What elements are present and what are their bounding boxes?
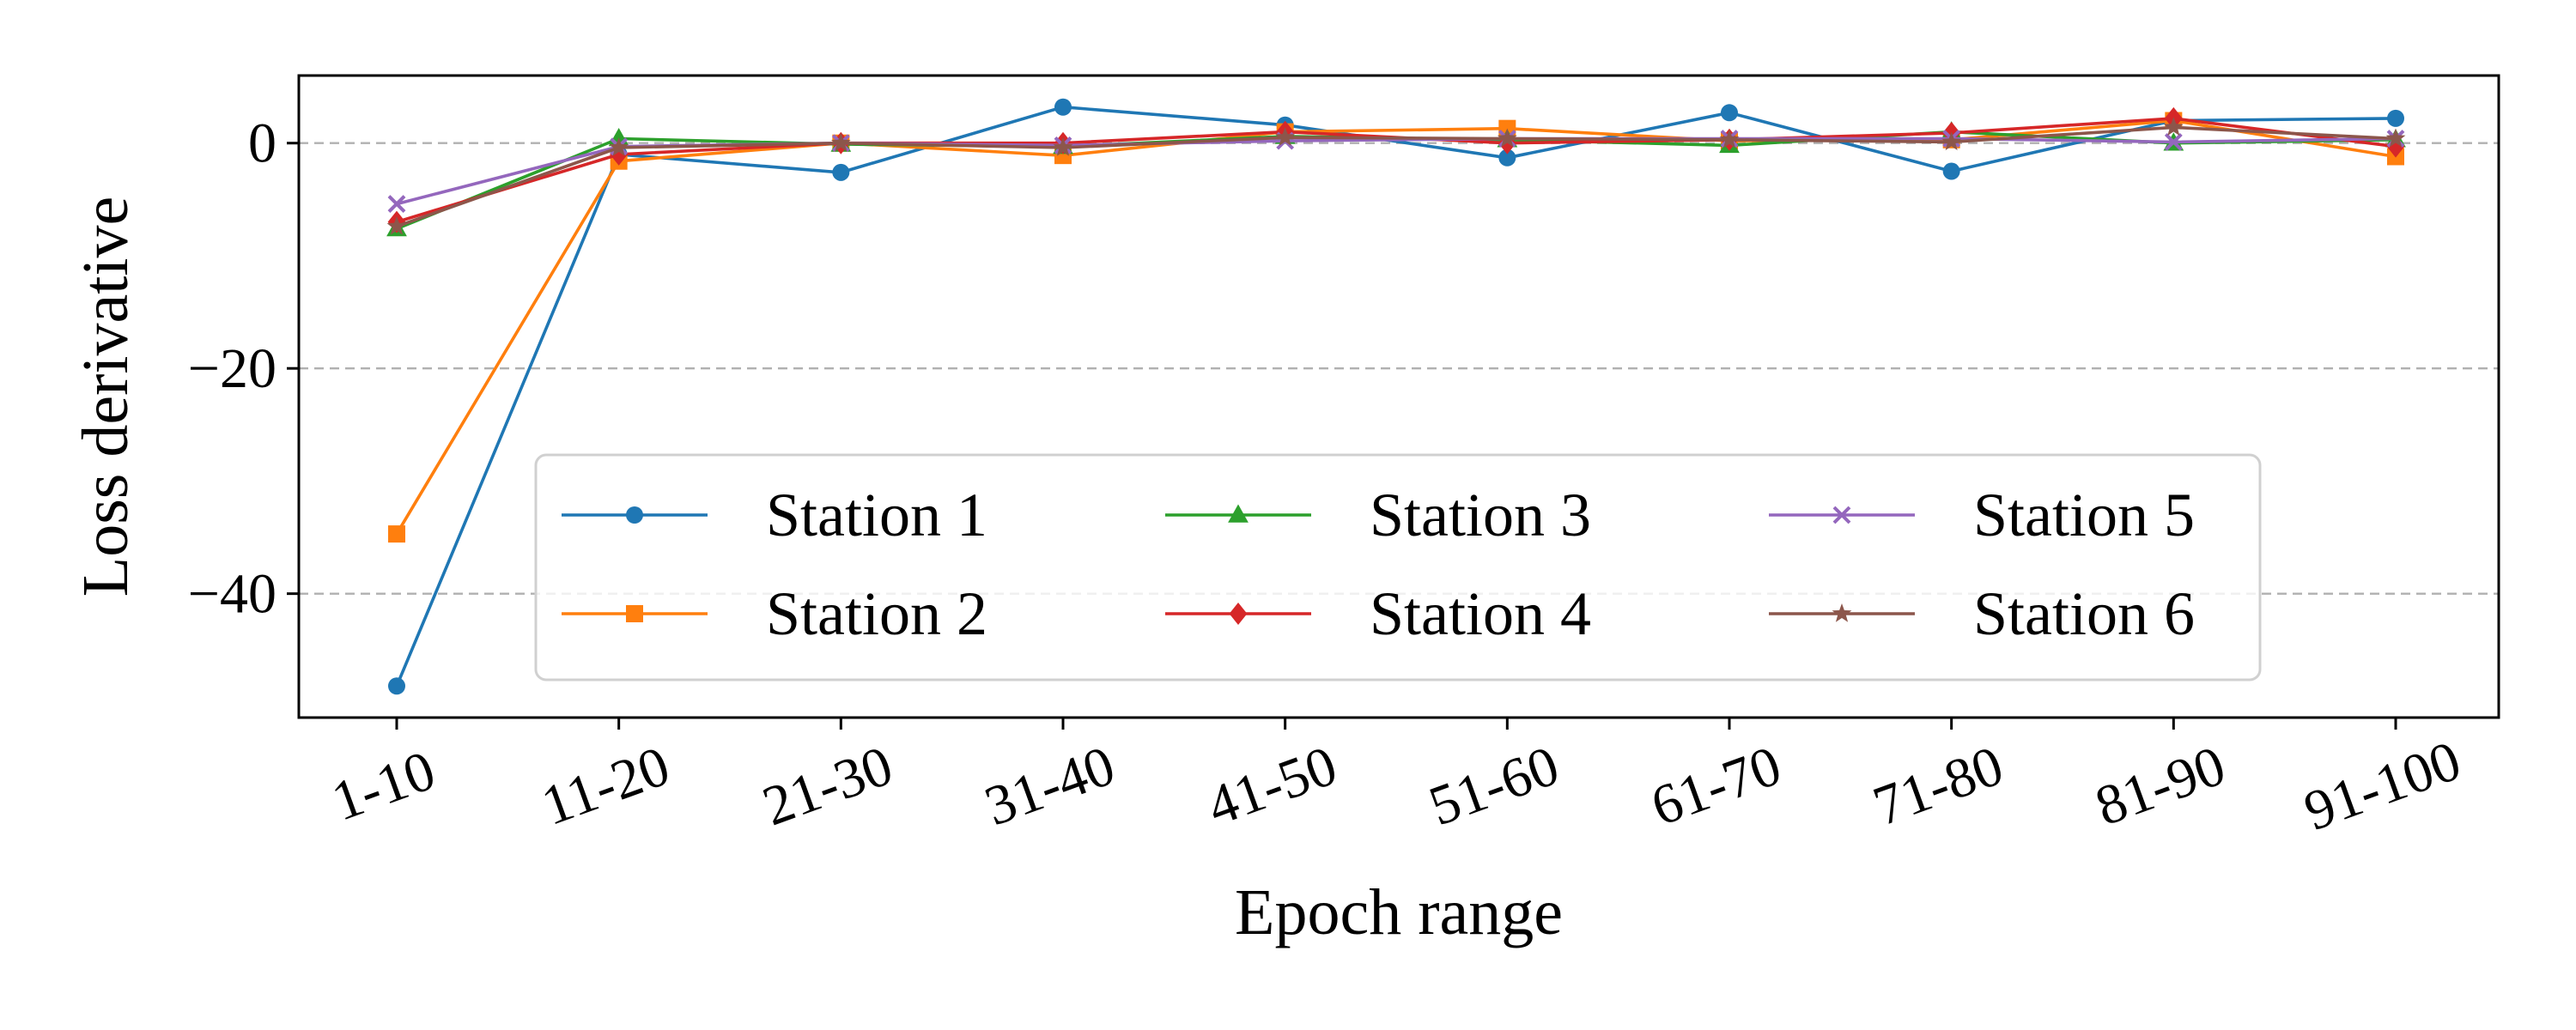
data-point [1498,148,1516,167]
legend-label: Station 4 [1370,579,1591,648]
x-tick-label: 31-40 [977,734,1123,838]
legend-label: Station 2 [766,579,987,648]
x-tick-label: 71-80 [1865,734,2011,838]
data-point [1719,129,1740,148]
x-tick-label: 91-100 [2296,730,2469,844]
data-point [1053,137,1073,156]
series-line [395,105,2397,687]
data-point [1942,162,1960,180]
legend-swatch-marker [1832,603,1852,622]
data-point [2164,133,2183,151]
x-tick-label: 51-60 [1421,734,1567,838]
data-point [1497,128,1517,148]
data-point [388,525,405,543]
legend-swatch-marker [626,506,643,524]
legend-swatch-marker [1228,504,1249,523]
legend-entry: Station 6 [1769,579,2195,648]
legend-box [534,453,2262,682]
y-tick-label: −40 [188,563,276,626]
series-line [395,118,2397,536]
legend-entry: Station 3 [1165,481,1591,549]
data-point [830,132,851,152]
x-tick-label: 81-90 [2087,734,2233,838]
data-point [2163,117,2184,136]
data-point [1054,98,1072,116]
data-point [832,163,850,181]
legend-entry: Station 2 [562,579,987,648]
data-point [386,215,407,235]
legend-label: Station 6 [1973,579,2195,648]
plot-frame [297,74,2500,719]
x-tick-label: 41-50 [1199,734,1345,838]
legend-entry: Station 5 [1769,481,2195,549]
data-point [2385,128,2406,148]
x-tick-label: 1-10 [324,739,443,833]
legend-swatch-marker [1229,603,1248,625]
x-axis-title: Epoch range [1235,876,1563,948]
data-point [2387,109,2404,127]
x-tick-label: 11-20 [534,735,677,838]
series-6 [386,117,2406,235]
legend-entry: Station 1 [562,481,987,549]
data-point [609,137,629,156]
data-point [1941,131,1962,151]
legend-label: Station 1 [766,481,987,549]
y-tick-label: 0 [248,112,276,175]
data-point [387,195,406,214]
series-lines [386,98,2406,695]
series-line [396,125,2397,228]
y-axis-title: Loss derivative [70,197,142,597]
y-tick-label: −20 [188,337,276,400]
legend-swatch-marker [626,605,643,622]
legend-label: Station 5 [1973,481,2195,549]
legend-label: Station 3 [1370,481,1591,549]
x-tick-label: 21-30 [755,734,901,838]
data-point [1275,127,1296,146]
legend-swatch-marker [1832,506,1851,524]
data-point [1721,104,1738,122]
legend-entry: Station 4 [1165,579,1591,648]
x-tick-label: 61-70 [1643,734,1789,838]
legend: Station 1 Station 2 Station 3 Station 4 Stat… [534,453,2262,682]
series-line [396,136,2397,206]
data-point [388,677,405,695]
